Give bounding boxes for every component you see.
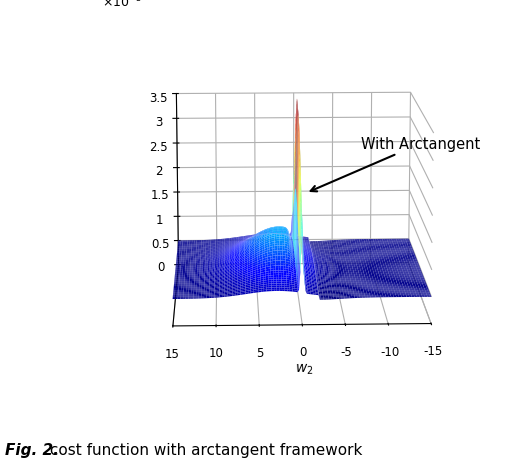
Text: cost function with arctangent framework: cost function with arctangent framework bbox=[45, 442, 363, 457]
Text: $\times 10^{-5}$: $\times 10^{-5}$ bbox=[102, 0, 143, 11]
X-axis label: $w_2$: $w_2$ bbox=[295, 361, 313, 376]
Text: With Arctangent: With Arctangent bbox=[311, 137, 480, 192]
Text: Fig. 2.: Fig. 2. bbox=[5, 442, 59, 457]
